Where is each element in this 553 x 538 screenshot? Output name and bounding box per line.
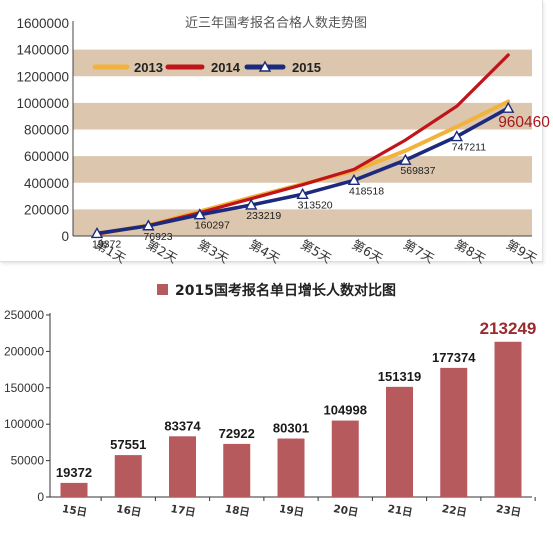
data-label: 19372 (92, 238, 121, 250)
data-label: 747211 (452, 142, 486, 154)
data-point-marker (90, 226, 104, 239)
bar-label: 83374 (164, 418, 201, 433)
x-tick-label: 第5天 (298, 237, 334, 265)
y-tick-label: 150000 (4, 381, 44, 395)
bar (114, 455, 142, 497)
data-label: 160297 (195, 220, 230, 232)
data-point-marker (450, 130, 463, 142)
x-tick-label: 第8天 (452, 237, 488, 265)
x-tick-label: 21日 (387, 503, 414, 519)
grid-band (73, 49, 532, 77)
legend-label: 2015 (292, 60, 321, 75)
y-tick-label: 100000 (4, 417, 44, 431)
chart-title: 近三年国考报名合格人数走势图 (185, 15, 367, 31)
bar (386, 386, 413, 497)
y-tick-label: 1000000 (16, 96, 69, 111)
legend-swatch (157, 284, 168, 295)
bar (440, 367, 468, 497)
bar (331, 420, 359, 497)
y-tick-label: 200000 (4, 344, 44, 358)
y-tick-label: 1400000 (16, 43, 69, 58)
bar (277, 438, 305, 497)
legend-label: 2013 (134, 60, 163, 75)
x-tick-label: 17日 (170, 503, 197, 519)
bar-label: 57551 (110, 437, 146, 452)
data-point-marker (347, 173, 361, 185)
y-tick-label: 1600000 (16, 16, 69, 31)
y-tick-label: 400000 (24, 176, 69, 191)
y-tick-label: 50000 (11, 454, 45, 468)
x-tick-label: 第3天 (195, 237, 231, 265)
x-tick-label: 20日 (332, 503, 359, 519)
y-tick-label: 0 (61, 229, 69, 244)
bar-label: 151319 (378, 369, 421, 384)
chart-bars: 19372 57551 83374 72922 80301 104998 151319 177… (56, 319, 536, 497)
x-tick-label: 18日 (224, 503, 251, 519)
y-tick-label: 0 (37, 490, 44, 504)
x-tick-label: 第6天 (350, 237, 386, 265)
legend-label: 2015国考报名单日增长人数对比图 (175, 282, 396, 299)
chart-legend: 2013 2014 2015 (92, 60, 321, 75)
chart-data-labels: 19372 76923 160297 233219 313520 418518 569837… (92, 114, 550, 250)
x-tick-label: 第4天 (247, 237, 283, 265)
data-point-marker (502, 101, 515, 113)
y-tick-label: 250000 (4, 308, 44, 322)
x-tick-label: 15日 (61, 503, 88, 519)
data-label: 418518 (349, 185, 384, 197)
chart-legend: 2015国考报名单日增长人数对比图 (157, 282, 396, 299)
bar (169, 436, 196, 497)
bar-chart: 2015国考报名单日增长人数对比图 0 50000 100000 150000 2000… (4, 282, 536, 519)
data-point-marker (399, 153, 412, 165)
data-label: 313520 (298, 199, 333, 211)
data-point-marker (296, 187, 309, 199)
chart-bands (73, 49, 532, 236)
data-label: 76923 (143, 231, 172, 243)
bar-label: 72922 (219, 426, 255, 441)
x-tick-label: 第7天 (401, 237, 437, 265)
bar-label: 104998 (324, 403, 367, 418)
grid-band (73, 156, 532, 183)
y-tick-label: 600000 (24, 149, 69, 164)
data-label: 569837 (400, 165, 435, 177)
bar (494, 341, 522, 497)
data-label-highlight: 960460 (498, 114, 550, 131)
bar-label: 177374 (432, 350, 476, 365)
legend-label: 2014 (211, 60, 241, 75)
legend-marker (258, 60, 272, 72)
top-chart-frame (0, 0, 543, 262)
data-point-marker (142, 219, 155, 231)
x-tick-label: 23日 (495, 503, 522, 519)
y-tick-label: 1200000 (16, 69, 69, 84)
data-point-marker (245, 198, 258, 210)
grid-band (73, 209, 532, 236)
bar-label: 80301 (273, 421, 309, 436)
bar (223, 443, 251, 497)
x-tick-label: 第9天 (504, 237, 540, 265)
bar-label: 19372 (56, 465, 92, 480)
line-chart: 近三年国考报名合格人数走势图 0 200000 400000 600000 800000… (16, 15, 550, 265)
x-tick-label: 19日 (278, 503, 305, 519)
y-tick-label: 200000 (24, 202, 69, 217)
data-point-marker (193, 208, 206, 220)
bar (60, 482, 88, 497)
x-tick-label: 16日 (115, 503, 142, 519)
y-tick-label: 800000 (24, 123, 69, 138)
data-label: 233219 (246, 210, 281, 222)
bar-label-highlight: 213249 (480, 319, 537, 338)
x-tick-label: 22日 (441, 503, 468, 519)
chart-series (90, 53, 515, 239)
